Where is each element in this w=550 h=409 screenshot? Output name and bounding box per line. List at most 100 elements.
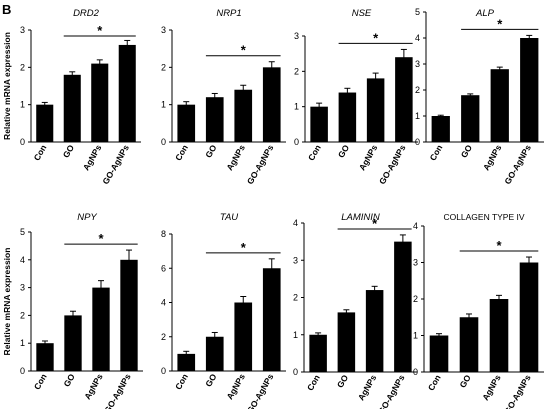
y-tick-label: 3 — [415, 59, 420, 69]
y-tick-label: 5 — [415, 7, 420, 17]
x-tick-label: AgNPs — [82, 372, 105, 401]
y-tick-label: 0 — [294, 137, 299, 147]
y-tick-label: 1 — [293, 330, 298, 340]
y-tick-label: 0 — [20, 366, 25, 376]
y-tick-label: 2 — [293, 293, 298, 303]
bar — [205, 336, 224, 371]
bar — [120, 259, 138, 371]
significance-star: * — [496, 238, 502, 253]
significance-star: * — [241, 240, 247, 255]
x-tick-label: AgNPs — [357, 143, 380, 172]
x-tick-label: GO-AgNPs — [376, 373, 407, 409]
bar — [310, 106, 328, 142]
x-tick-label: AgNPs — [81, 143, 104, 172]
y-tick-label: 3 — [293, 255, 298, 265]
significance-star: * — [497, 16, 503, 31]
bar — [177, 104, 196, 142]
y-tick-label: 0 — [161, 366, 166, 376]
y-tick-label: 1 — [20, 338, 25, 348]
bar — [234, 89, 253, 142]
x-tick-label: GO — [459, 143, 474, 160]
y-tick-label: 1 — [20, 100, 25, 110]
y-tick-label: 0 — [413, 367, 418, 377]
x-tick-label: Con — [173, 372, 190, 391]
bar — [338, 92, 357, 142]
x-tick-label: GO-AgNPs — [100, 143, 131, 186]
y-tick-label: 4 — [415, 33, 420, 43]
y-tick-label: 4 — [20, 255, 25, 265]
x-tick-label: GO — [203, 372, 218, 389]
bar — [520, 38, 539, 142]
x-tick-label: Con — [173, 143, 190, 162]
bar — [118, 44, 136, 142]
bar — [337, 312, 356, 372]
bar — [490, 69, 509, 142]
x-tick-label: GO-AgNPs — [245, 372, 276, 409]
y-tick-label: 1 — [415, 111, 420, 121]
chart-title: COLLAGEN TYPE IV — [443, 212, 524, 222]
x-tick-label: GO — [61, 143, 76, 160]
x-tick-label: Con — [32, 143, 49, 162]
y-tick-label: 0 — [293, 367, 298, 377]
bar — [394, 241, 412, 372]
bar — [36, 104, 54, 142]
y-tick-label: 4 — [293, 218, 298, 228]
y-tick-label: 2 — [161, 62, 166, 72]
x-tick-label: Con — [305, 373, 322, 392]
chart-title: NRP1 — [216, 8, 241, 19]
bar — [92, 287, 110, 371]
x-tick-label: Con — [32, 372, 49, 391]
bar — [431, 116, 450, 142]
bar — [36, 343, 54, 371]
chart-panel: 0 1 2 3 4 Con GO AgNPs GO-AgNPs COLLAGEN TYPE IV * — [413, 212, 544, 409]
chart-title: LAMININ — [341, 212, 380, 223]
x-tick-label: Con — [428, 143, 445, 162]
y-tick-label: 4 — [161, 298, 166, 308]
bar — [177, 353, 196, 371]
y-tick-label: 2 — [294, 66, 299, 76]
bar — [489, 299, 509, 372]
bar — [461, 95, 480, 142]
y-tick-label: 2 — [161, 332, 166, 342]
y-tick-label: 2 — [20, 62, 25, 72]
x-tick-label: GO-AgNPs — [245, 143, 276, 186]
bar — [64, 315, 82, 371]
y-tick-label: 1 — [294, 102, 299, 112]
y-tick-label: 0 — [20, 137, 25, 147]
y-tick-label: 3 — [413, 258, 418, 268]
bar — [366, 78, 385, 142]
bar — [309, 334, 327, 372]
x-tick-label: GO-AgNPs — [102, 372, 133, 409]
bar — [365, 290, 384, 372]
bar — [234, 302, 253, 371]
y-tick-label: 3 — [161, 25, 166, 35]
x-tick-label: Con — [306, 143, 323, 162]
x-tick-label: GO — [335, 373, 350, 390]
bar — [519, 262, 539, 372]
x-tick-label: AgNPs — [481, 143, 504, 172]
y-tick-label: 8 — [161, 229, 166, 239]
x-tick-label: AgNPs — [224, 372, 247, 401]
y-tick-label: 2 — [415, 85, 420, 95]
y-tick-label: 2 — [20, 310, 25, 320]
chart-title: NPY — [77, 212, 97, 223]
significance-star: * — [98, 231, 104, 246]
y-tick-label: 1 — [161, 100, 166, 110]
y-axis-label: Relative mRNA expression — [2, 248, 12, 356]
significance-star: * — [97, 23, 103, 38]
bar — [63, 74, 81, 142]
significance-star: * — [372, 216, 378, 231]
y-tick-label: 1 — [413, 331, 418, 341]
x-tick-label: GO — [457, 373, 472, 390]
bar — [262, 67, 281, 142]
chart-title: DRD2 — [73, 8, 100, 19]
chart-title: ALP — [475, 8, 495, 19]
y-tick-label: 3 — [20, 25, 25, 35]
bar — [395, 57, 413, 143]
